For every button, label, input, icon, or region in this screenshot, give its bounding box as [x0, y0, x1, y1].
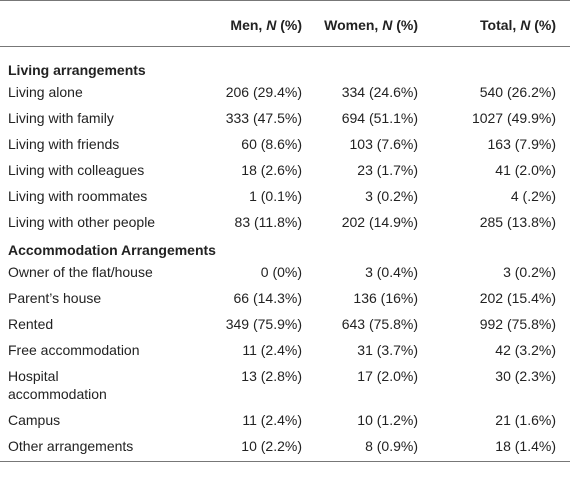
cell-value: 23 (1.7%) [357, 162, 418, 178]
row-label: Parent’s house [8, 290, 102, 306]
header-text: Women, [324, 17, 383, 33]
cell-value: 163 (7.9%) [487, 136, 556, 152]
cell-value: 202 (14.9%) [341, 214, 418, 230]
cell-value: 41 (2.0%) [495, 162, 556, 178]
cell-value: 83 (11.8%) [234, 214, 302, 230]
cell-value: 992 (75.8%) [479, 316, 556, 332]
row-label: Living with friends [8, 136, 120, 152]
cell-value: 21 (1.6%) [495, 412, 556, 428]
cell-value: 17 (2.0%) [357, 368, 418, 384]
header-text: (%) [276, 17, 302, 33]
cell-value: 1027 (49.9%) [471, 110, 556, 126]
cell-value: 206 (29.4%) [225, 84, 302, 100]
cell-value: 3 (0.2%) [365, 188, 418, 204]
cell-value: 136 (16%) [353, 290, 418, 306]
header-text: N [266, 17, 277, 33]
column-header: Men, N (%) [192, 16, 302, 34]
top-rule [0, 0, 570, 1]
row-label: Rented [8, 316, 54, 332]
cell-value: 30 (2.3%) [495, 368, 556, 384]
section-title: Living arrangements [8, 62, 146, 78]
cell-value: 31 (3.7%) [357, 342, 418, 358]
column-header: Total, N (%) [426, 16, 556, 34]
row-label: Living with other people [8, 214, 156, 230]
row-label: Free accommodation [8, 342, 140, 358]
header-text: N [382, 17, 393, 33]
cell-value: 18 (1.4%) [495, 438, 556, 454]
cell-value: 0 (0%) [260, 264, 302, 280]
cell-value: 11 (2.4%) [242, 412, 302, 428]
header-text: Total, [480, 17, 521, 33]
row-label: Living with colleagues [8, 162, 145, 178]
bottom-rule [0, 461, 570, 462]
cell-value: 10 (2.2%) [241, 438, 302, 454]
cell-value: 42 (3.2%) [495, 342, 556, 358]
section-title: Accommodation Arrangements [8, 242, 216, 258]
row-label: Living with roommates [8, 188, 148, 204]
cell-value: 540 (26.2%) [479, 84, 556, 100]
cell-value: 103 (7.6%) [349, 136, 418, 152]
header-text: (%) [530, 17, 556, 33]
column-header: Women, N (%) [308, 16, 418, 34]
cell-value: 4 (.2%) [510, 188, 556, 204]
cell-value: 10 (1.2%) [357, 412, 418, 428]
cell-value: 333 (47.5%) [225, 110, 302, 126]
cell-value: 643 (75.8%) [341, 316, 418, 332]
cell-value: 694 (51.1%) [341, 110, 418, 126]
cell-value: 3 (0.4%) [365, 264, 418, 280]
cell-value: 1 (0.1%) [249, 188, 302, 204]
header-rule [0, 46, 570, 47]
row-label: Living alone [8, 84, 83, 100]
cell-value: 3 (0.2%) [503, 264, 556, 280]
cell-value: 8 (0.9%) [365, 438, 418, 454]
cell-value: 18 (2.6%) [241, 162, 302, 178]
row-label: Owner of the flat/house [8, 264, 153, 280]
cell-value: 66 (14.3%) [233, 290, 302, 306]
header-text: N [520, 17, 531, 33]
header-text: (%) [392, 17, 418, 33]
cell-value: 202 (15.4%) [479, 290, 556, 306]
cell-value: 334 (24.6%) [341, 84, 418, 100]
row-label: Hospital accommodation [8, 368, 107, 402]
header-text: Men, [230, 17, 267, 33]
cell-value: 13 (2.8%) [241, 368, 302, 384]
row-label: Other arrangements [8, 438, 134, 454]
cell-value: 11 (2.4%) [242, 342, 302, 358]
row-label: Campus [8, 412, 61, 428]
cell-value: 60 (8.6%) [241, 136, 302, 152]
cell-value: 349 (75.9%) [225, 316, 302, 332]
cell-value: 285 (13.8%) [479, 214, 556, 230]
row-label: Living with family [8, 110, 114, 126]
